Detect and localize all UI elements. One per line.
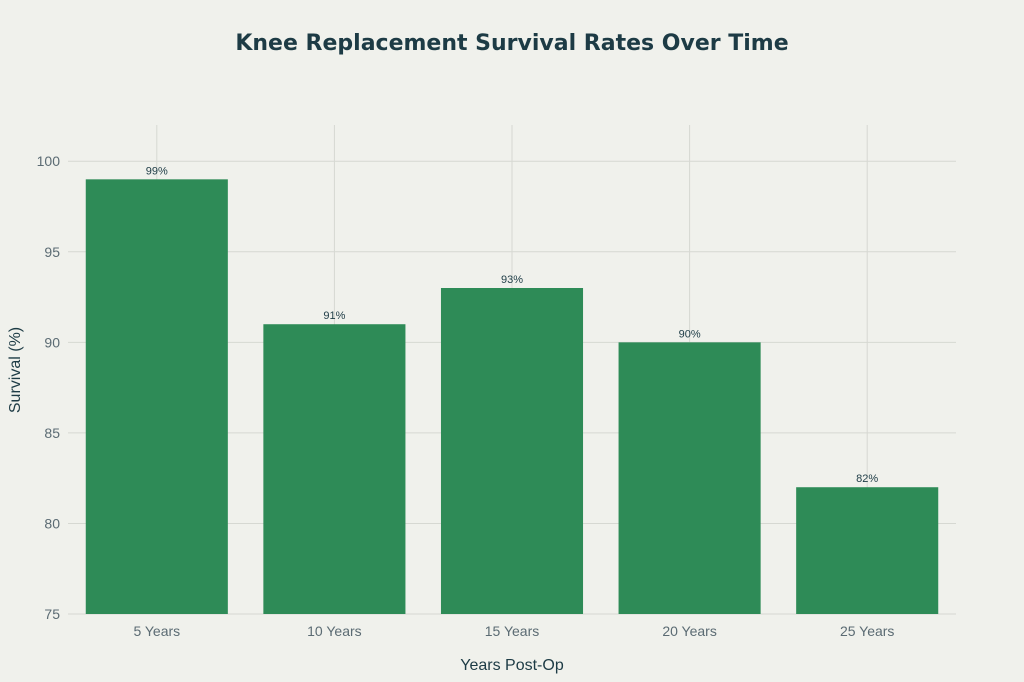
- bar[interactable]: [85, 179, 228, 615]
- bar[interactable]: [263, 324, 406, 614]
- x-tick-label: 5 Years: [133, 623, 180, 639]
- bars: [85, 179, 939, 615]
- bar-value-label: 99%: [146, 165, 168, 177]
- bar[interactable]: [618, 342, 761, 614]
- y-axis-label: Survival (%): [7, 327, 24, 413]
- data-labels: 99% 91% 93% 90% 82%: [146, 165, 879, 485]
- x-tick-label: 25 Years: [840, 623, 895, 639]
- y-tick-label: 100: [37, 153, 61, 169]
- y-tick-label: 90: [44, 334, 60, 350]
- bar-value-label: 90%: [679, 328, 701, 340]
- y-axis-ticks: 75 80 85 90 95 100: [37, 153, 61, 622]
- bar-value-label: 82%: [856, 473, 878, 485]
- bar[interactable]: [796, 487, 939, 614]
- x-axis-label: Years Post-Op: [460, 657, 564, 674]
- x-tick-label: 20 Years: [662, 623, 717, 639]
- chart-title: Knee Replacement Survival Rates Over Tim…: [235, 31, 788, 56]
- bar-value-label: 93%: [501, 274, 523, 286]
- y-tick-label: 75: [44, 606, 60, 622]
- y-tick-label: 85: [44, 425, 60, 441]
- bar-value-label: 91%: [323, 310, 345, 322]
- x-tick-label: 10 Years: [307, 623, 362, 639]
- x-axis-ticks: 5 Years 10 Years 15 Years 20 Years 25 Years: [133, 623, 894, 639]
- bar[interactable]: [440, 288, 584, 614]
- x-tick-label: 15 Years: [485, 623, 540, 639]
- y-tick-label: 95: [44, 244, 60, 260]
- y-tick-label: 80: [44, 515, 60, 531]
